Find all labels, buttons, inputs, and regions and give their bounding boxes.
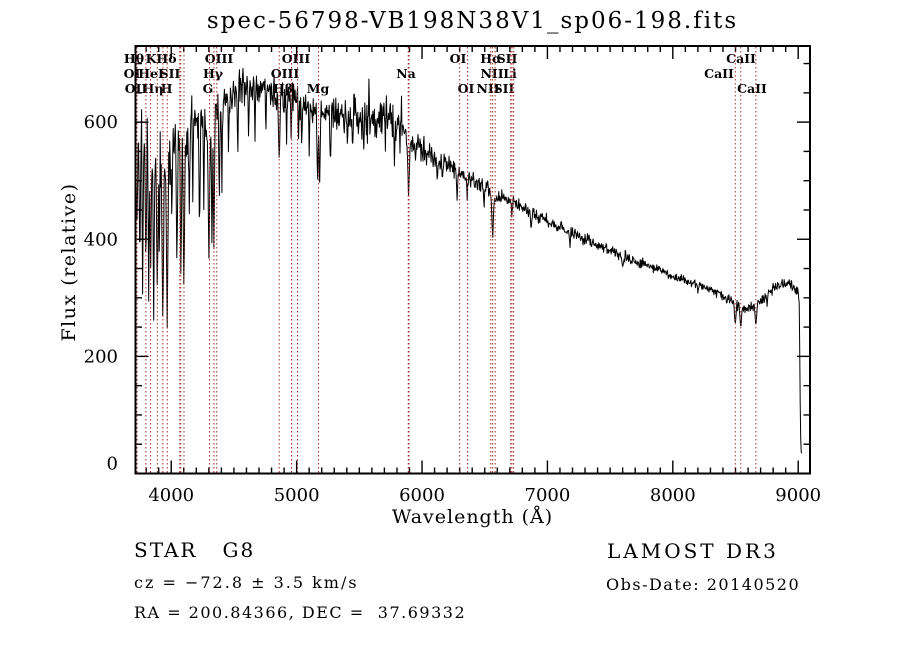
axis-ticks [135, 46, 810, 475]
line-label-Li: Li [503, 66, 517, 81]
line-label-HeI: HeI [138, 66, 164, 81]
y-tick-label: 0 [107, 454, 118, 475]
x-tick-label: 8000 [650, 485, 696, 506]
line-label-CaII: CaII [737, 81, 767, 96]
y-tick-label: 200 [84, 346, 118, 367]
x-axis-title: Wavelength (Å) [391, 506, 554, 528]
spectral-line-markers [136, 47, 757, 473]
line-label-K: K [146, 51, 158, 66]
x-tick-label: 4000 [148, 485, 194, 506]
line-label-OIII: OIII [271, 66, 300, 81]
radial-velocity-text: cz = −72.8 ± 3.5 km/s [134, 573, 359, 592]
line-label-Hγ: Hγ [203, 66, 224, 81]
y-tick-label: 600 [84, 112, 118, 133]
line-label-NII: NII [480, 66, 503, 81]
x-tick-label: 9000 [775, 485, 821, 506]
line-label-NII: NII [476, 81, 499, 96]
line-label-H: H [161, 81, 173, 96]
x-tick-label: 6000 [399, 485, 445, 506]
line-label-Hθ: Hθ [124, 51, 144, 66]
line-label-OI: OI [458, 81, 475, 96]
ra-dec-text: RA = 200.84366, DEC = 37.69332 [134, 603, 467, 622]
x-tick-label: 5000 [274, 485, 320, 506]
line-label-OIII: OIII [282, 51, 311, 66]
line-label-Na: Na [396, 66, 416, 81]
line-label-Hα: Hα [480, 51, 502, 66]
obs-date-text: Obs-Date: 20140520 [606, 575, 801, 594]
survey-release-text: LAMOST DR3 [607, 539, 779, 563]
line-label-OIII: OIII [205, 51, 234, 66]
spectrum-trace [135, 67, 803, 454]
plot-title: spec-56798-VB198N38V1_sp06-198.fits [206, 8, 739, 34]
tick-labels: 4000 5000 6000 7000 8000 9000 0 200 400 600 [84, 112, 821, 506]
line-label-Hδ: Hδ [156, 51, 176, 66]
classification-text: STAR G8 [134, 538, 256, 562]
line-label-OII: OII [125, 81, 148, 96]
line-label-OI: OI [124, 66, 141, 81]
y-tick-label: 400 [84, 229, 118, 250]
y-axis-title: Flux (relative) [58, 182, 80, 342]
line-label-CaII: CaII [726, 51, 756, 66]
x-tick-label: 7000 [525, 485, 571, 506]
line-label-G: G [203, 81, 214, 96]
line-label-SII: SII [497, 51, 518, 66]
line-label-CaII: CaII [704, 66, 734, 81]
line-label-Hη: Hη [143, 81, 164, 96]
line-label-SII: SII [160, 66, 181, 81]
line-label-SII: SII [494, 81, 515, 96]
line-label-OI: OI [450, 51, 467, 66]
